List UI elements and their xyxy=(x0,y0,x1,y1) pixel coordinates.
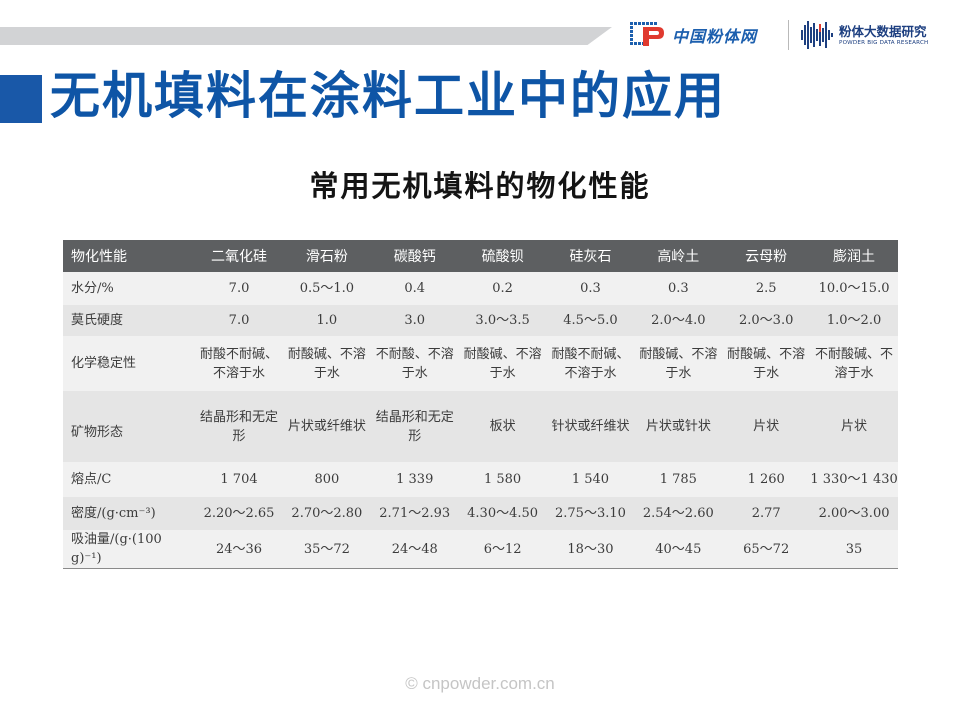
table-row: 水分/% 7.0 0.5～1.0 0.4 0.2 0.3 0.3 2.5 10.… xyxy=(63,272,898,305)
logo-divider xyxy=(788,20,789,50)
table-cell: 针状或纤维状 xyxy=(546,391,635,462)
table-cell: 1 540 xyxy=(546,462,635,497)
table-cell: 2.70～2.80 xyxy=(282,497,371,530)
table-row: 化学稳定性 耐酸不耐碱、不溶于水 耐酸碱、不溶于水 不耐酸、不溶于水 耐酸碱、不… xyxy=(63,336,898,391)
table-row: 吸油量/(g·(100 g)⁻¹) 24～36 35～72 24～48 6～12… xyxy=(63,530,898,569)
header-gray-bar xyxy=(0,27,612,45)
row-label: 密度/(g·cm⁻³) xyxy=(63,497,196,530)
table-cell: 耐酸碱、不溶于水 xyxy=(282,336,371,391)
table-cell: 不耐酸、不溶于水 xyxy=(370,336,459,391)
table-cell: 2.20～2.65 xyxy=(195,497,283,530)
table-cell: 0.2 xyxy=(458,272,547,305)
column-header: 滑石粉 xyxy=(282,240,371,272)
table-cell: 片状 xyxy=(810,391,898,462)
table-cell: 0.5～1.0 xyxy=(282,272,371,305)
table-cell: 35 xyxy=(810,530,898,569)
table-cell: 耐酸碱、不溶于水 xyxy=(722,336,811,391)
table-cell: 3.0 xyxy=(370,305,459,336)
table-cell: 7.0 xyxy=(195,272,283,305)
table-cell: 0.4 xyxy=(370,272,459,305)
table-header-row: 物化性能 二氧化硅 滑石粉 碳酸钙 硫酸钡 硅灰石 高岭土 云母粉 膨润土 xyxy=(63,240,898,272)
table-cell: 1 785 xyxy=(634,462,723,497)
table-cell: 18～30 xyxy=(546,530,635,569)
table-cell: 2.71～2.93 xyxy=(370,497,459,530)
logo2-cn-text: 粉体大数据研究 xyxy=(839,23,927,39)
table-cell: 耐酸碱、不溶于水 xyxy=(634,336,723,391)
table-cell: 板状 xyxy=(458,391,547,462)
column-header: 物化性能 xyxy=(63,240,196,272)
table-cell: 片状 xyxy=(722,391,811,462)
column-header: 二氧化硅 xyxy=(195,240,283,272)
row-label: 矿物形态 xyxy=(63,391,196,462)
table-cell: 2.00～3.00 xyxy=(810,497,898,530)
table-cell: 2.54～2.60 xyxy=(634,497,723,530)
table-cell: 1.0 xyxy=(282,305,371,336)
table-cell: 7.0 xyxy=(195,305,283,336)
table-cell: 结晶形和无定形 xyxy=(370,391,459,462)
table-cell: 片状或纤维状 xyxy=(282,391,371,462)
row-label: 莫氏硬度 xyxy=(63,305,196,336)
table-cell: 1 580 xyxy=(458,462,547,497)
table-cell: 0.3 xyxy=(634,272,723,305)
table-cell: 耐酸不耐碱、不溶于水 xyxy=(546,336,635,391)
table-cell: 40～45 xyxy=(634,530,723,569)
column-header: 云母粉 xyxy=(722,240,811,272)
column-header: 硅灰石 xyxy=(546,240,635,272)
table-row: 熔点/C 1 704 800 1 339 1 580 1 540 1 785 1… xyxy=(63,462,898,497)
row-label: 吸油量/(g·(100 g)⁻¹) xyxy=(63,530,196,569)
title-accent-square xyxy=(0,75,42,123)
table-row: 莫氏硬度 7.0 1.0 3.0 3.0～3.5 4.5～5.0 2.0～4.0… xyxy=(63,305,898,336)
table-cell: 3.0～3.5 xyxy=(458,305,547,336)
table-cell: 2.0～3.0 xyxy=(722,305,811,336)
bar-wave-logo-icon xyxy=(800,18,834,52)
table-cell: 2.5 xyxy=(722,272,811,305)
table-cell: 2.75～3.10 xyxy=(546,497,635,530)
cnpowder-logo: 中国粉体网 xyxy=(628,18,757,52)
table-cell: 片状或针状 xyxy=(634,391,723,462)
footer-watermark: © cnpowder.com.cn xyxy=(405,674,555,693)
logo2-en-text: POWDER BIG DATA RESEARCH xyxy=(839,39,929,46)
table-cell: 800 xyxy=(282,462,371,497)
table-cell: 35～72 xyxy=(282,530,371,569)
table-cell: 不耐酸碱、不溶于水 xyxy=(810,336,898,391)
column-header: 高岭土 xyxy=(634,240,723,272)
column-header: 硫酸钡 xyxy=(458,240,547,272)
table-subtitle: 常用无机填料的物化性能 xyxy=(309,169,651,203)
table-cell: 1 330～1 430 xyxy=(810,462,898,497)
table-cell: 6～12 xyxy=(458,530,547,569)
page-title: 无机填料在涂料工业中的应用 xyxy=(50,67,726,125)
table-cell: 65～72 xyxy=(722,530,811,569)
column-header: 碳酸钙 xyxy=(370,240,459,272)
powder-big-data-logo: 粉体大数据研究 POWDER BIG DATA RESEARCH xyxy=(800,17,928,53)
row-label: 化学稳定性 xyxy=(63,336,196,391)
table-cell: 24～36 xyxy=(195,530,283,569)
table-cell: 2.0～4.0 xyxy=(634,305,723,336)
table-cell: 4.5～5.0 xyxy=(546,305,635,336)
table-cell: 4.30～4.50 xyxy=(458,497,547,530)
table-row: 矿物形态 结晶形和无定形 片状或纤维状 结晶形和无定形 板状 针状或纤维状 片状… xyxy=(63,391,898,462)
column-header: 膨润土 xyxy=(810,240,898,272)
row-label: 水分/% xyxy=(63,272,196,305)
properties-table: 物化性能 二氧化硅 滑石粉 碳酸钙 硫酸钡 硅灰石 高岭土 云母粉 膨润土 水分… xyxy=(63,240,898,569)
table-cell: 0.3 xyxy=(546,272,635,305)
table-cell: 1 704 xyxy=(195,462,283,497)
table-cell: 耐酸碱、不溶于水 xyxy=(458,336,547,391)
table-row: 密度/(g·cm⁻³) 2.20～2.65 2.70～2.80 2.71～2.9… xyxy=(63,497,898,530)
table-cell: 2.77 xyxy=(722,497,811,530)
table-cell: 10.0～15.0 xyxy=(810,272,898,305)
table-cell: 1 339 xyxy=(370,462,459,497)
logo1-text: 中国粉体网 xyxy=(672,27,758,46)
table-cell: 1 260 xyxy=(722,462,811,497)
table-cell: 耐酸不耐碱、不溶于水 xyxy=(195,336,283,391)
row-label: 熔点/C xyxy=(63,462,196,497)
cp-logo-icon xyxy=(628,19,668,51)
table-cell: 结晶形和无定形 xyxy=(195,391,283,462)
table-cell: 1.0～2.0 xyxy=(810,305,898,336)
table-cell: 24～48 xyxy=(370,530,459,569)
